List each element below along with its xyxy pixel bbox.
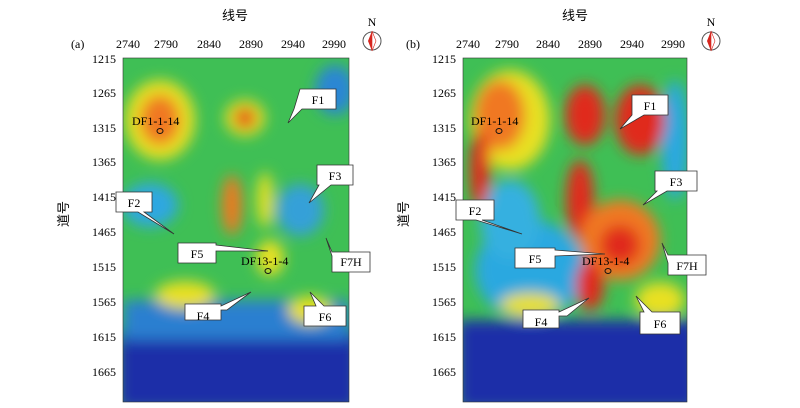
x-tick-label: 2940 xyxy=(620,37,644,51)
x-tick-label: 2740 xyxy=(116,37,140,51)
fault-callout-F5-b: F5 xyxy=(514,247,606,269)
attribute-map-a xyxy=(123,58,349,402)
fault-callout-F1-b: F1 xyxy=(619,94,669,130)
fault-label: F1 xyxy=(312,93,325,107)
y-tick-label: 1315 xyxy=(432,121,456,135)
x-axis-title-a: 线号 xyxy=(222,8,248,23)
fault-callout-F2-b: F2 xyxy=(455,199,523,235)
y-tick-label: 1665 xyxy=(432,365,456,379)
x-tick-label: 2990 xyxy=(661,37,685,51)
x-axis-title-b: 线号 xyxy=(562,8,588,23)
y-tick-label: 1215 xyxy=(92,52,116,66)
fault-callout-F6-b: F6 xyxy=(635,295,681,335)
y-tick-label: 1315 xyxy=(92,121,116,135)
y-tick-label: 1515 xyxy=(432,260,456,274)
well-label: DF13-1-4 xyxy=(241,254,288,268)
y-axis-title-b: 道号 xyxy=(396,201,411,227)
y-tick-label: 1415 xyxy=(92,190,116,204)
map-frame-a xyxy=(122,57,350,403)
fault-callout-F3-b: F3 xyxy=(642,170,698,206)
y-tick-label: 1615 xyxy=(92,330,116,344)
y-tick-label: 1215 xyxy=(432,52,456,66)
north-label: N xyxy=(368,15,377,29)
y-tick-label: 1615 xyxy=(432,330,456,344)
x-tick-labels-b: 2740 2790 2840 2890 2940 2990 xyxy=(456,37,685,51)
x-tick-label: 2990 xyxy=(322,37,346,51)
x-tick-label: 2790 xyxy=(495,37,519,51)
fault-label: F5 xyxy=(191,247,204,261)
fault-label: F5 xyxy=(529,252,542,266)
fault-label: F2 xyxy=(469,204,482,218)
y-tick-label: 1565 xyxy=(92,295,116,309)
y-tick-label: 1515 xyxy=(92,260,116,274)
panel-a: 线号 (a) 2740 2790 2840 2890 2940 2990 121… xyxy=(56,8,382,403)
fault-callout-F1-a: F1 xyxy=(287,88,337,124)
fault-callout-F7H-b: F7H xyxy=(661,242,707,276)
well-label: DF1-1-14 xyxy=(471,114,518,128)
well-label: DF13-1-4 xyxy=(582,254,629,268)
fault-callout-F6-a: F6 xyxy=(303,291,347,327)
fault-label: F7H xyxy=(676,259,698,273)
fault-label: F4 xyxy=(535,315,548,329)
y-tick-label: 1465 xyxy=(432,225,456,239)
x-tick-label: 2840 xyxy=(197,37,221,51)
fault-label: F6 xyxy=(654,317,667,331)
y-tick-label: 1265 xyxy=(432,86,456,100)
fault-label: F3 xyxy=(670,175,683,189)
fault-callout-F7H-a: F7H xyxy=(325,237,371,273)
panel-label-a: (a) xyxy=(71,37,84,51)
y-tick-label: 1415 xyxy=(432,190,456,204)
panel-b: 线号 (b) 2740 2790 2840 2890 2940 2990 121… xyxy=(396,8,721,403)
north-label: N xyxy=(707,15,716,29)
x-tick-label: 2740 xyxy=(456,37,480,51)
y-tick-label: 1465 xyxy=(92,225,116,239)
y-tick-label: 1265 xyxy=(92,86,116,100)
x-tick-label: 2890 xyxy=(578,37,602,51)
well-DF13-1-4-b: DF13-1-4 xyxy=(582,254,629,274)
fault-callout-F4-a: F4 xyxy=(184,291,252,323)
fault-callout-F3-a: F3 xyxy=(308,164,354,204)
fault-label: F3 xyxy=(329,169,342,183)
fault-label: F6 xyxy=(319,310,332,324)
well-DF13-1-4-a: DF13-1-4 xyxy=(241,254,288,274)
y-tick-label: 1365 xyxy=(432,155,456,169)
north-arrow-icon: N xyxy=(362,15,382,52)
map-frame-b xyxy=(462,57,688,403)
x-tick-label: 2840 xyxy=(536,37,560,51)
well-label: DF1-1-14 xyxy=(132,114,179,128)
fault-label: F2 xyxy=(128,196,141,210)
x-tick-labels-a: 2740 2790 2840 2890 2940 2990 xyxy=(116,37,346,51)
y-tick-label: 1665 xyxy=(92,365,116,379)
x-tick-label: 2790 xyxy=(154,37,178,51)
y-axis-title-a: 道号 xyxy=(56,201,71,227)
fault-label: F4 xyxy=(197,309,210,323)
y-tick-label: 1365 xyxy=(92,155,116,169)
north-arrow-icon: N xyxy=(701,15,721,52)
x-tick-label: 2940 xyxy=(281,37,305,51)
fault-label: F1 xyxy=(644,99,657,113)
well-DF1-1-14-b: DF1-1-14 xyxy=(471,114,518,134)
fault-callout-F2-a: F2 xyxy=(115,191,175,235)
y-tick-labels-a: 1215 1265 1315 1365 1415 1465 1515 1565 … xyxy=(92,52,116,379)
fault-callout-F4-b: F4 xyxy=(522,297,590,329)
well-DF1-1-14-a: DF1-1-14 xyxy=(132,114,179,134)
fault-callout-F5-a: F5 xyxy=(177,242,269,264)
fault-label: F7H xyxy=(340,255,362,269)
y-tick-label: 1565 xyxy=(432,295,456,309)
x-tick-label: 2890 xyxy=(239,37,263,51)
y-tick-labels-b: 1215 1265 1315 1365 1415 1465 1515 1565 … xyxy=(432,52,456,379)
panel-label-b: (b) xyxy=(406,37,420,51)
